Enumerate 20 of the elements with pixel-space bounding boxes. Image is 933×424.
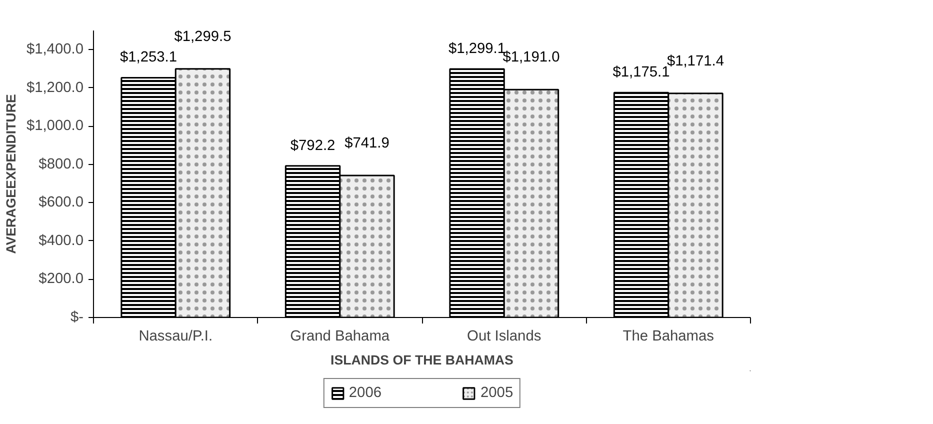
data-label: $741.9 [344, 136, 390, 152]
legend-label: 2006 [348, 385, 382, 401]
y-tick-label: $400.0 [38, 232, 84, 249]
y-tick-label: $1,200.0 [26, 80, 84, 96]
x-tick-label: Nassau/P.I. [138, 328, 213, 344]
data-label: $792.2 [290, 138, 336, 154]
x-tick-label: The Bahamas [622, 328, 714, 344]
y-tick-label: $800.0 [38, 156, 84, 172]
x-tick-label: Out Islands [467, 328, 542, 344]
y-tick-label: $1,000.0 [26, 118, 84, 134]
y-tick-label: $600.0 [38, 194, 84, 211]
data-label: $1,253.1 [120, 50, 178, 66]
y-tick-label: $200.0 [38, 271, 84, 288]
x-tick-label: Grand Bahama [290, 328, 390, 344]
y-tick-label: $- [70, 310, 84, 326]
legend-label: 2005 [480, 385, 514, 401]
y-tick-label: $1,400.0 [26, 42, 84, 58]
data-label: $1,191.0 [502, 50, 560, 66]
x-axis-title: ISLANDS OF THE BAHAMAS [330, 352, 514, 368]
y-axis-title: AVERAGEEXPENDITURE [3, 94, 18, 254]
